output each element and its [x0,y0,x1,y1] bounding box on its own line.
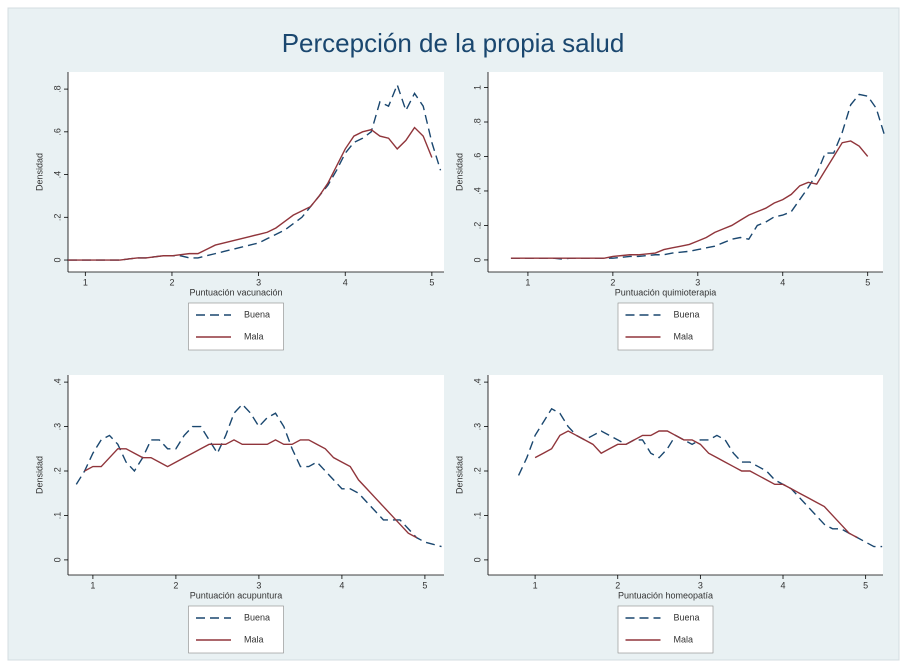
y-tick-label: .4 [472,187,482,195]
y-tick-label: .3 [52,423,62,431]
y-axis-label: Densidad [34,153,44,191]
x-tick-label: 3 [256,580,261,590]
x-tick-label: 5 [863,580,868,590]
x-tick-label: 3 [698,580,703,590]
y-axis-label: Densidad [34,456,44,494]
y-tick-label: 0 [472,557,482,562]
y-tick-label: 0 [52,258,62,263]
x-axis-label: Puntuación acupuntura [190,590,283,600]
y-tick-label: .6 [52,128,62,136]
legend-label: Mala [674,634,694,644]
x-tick-label: 4 [781,580,786,590]
x-axis-label: Puntuación homeopatía [618,590,713,600]
legend-label: Buena [674,612,700,622]
x-tick-label: 5 [422,580,427,590]
y-tick-label: .4 [472,378,482,386]
y-tick-label: .1 [472,512,482,520]
legend-label: Buena [244,612,270,622]
x-tick-label: 4 [780,277,785,287]
y-tick-label: .6 [472,153,482,161]
legend-label: Mala [674,331,694,341]
x-tick-label: 2 [173,580,178,590]
density-line [68,126,433,261]
x-tick-label: 5 [429,277,434,287]
y-tick-label: .2 [52,467,62,475]
figure-title: Percepción de la propia salud [282,28,625,58]
density-line [534,430,858,539]
y-tick-label: 1 [472,85,482,90]
plot-area [488,375,883,575]
y-tick-label: .2 [52,214,62,222]
legend-box [617,302,714,351]
y-tick-label: .8 [52,85,62,93]
x-axis-label: Puntuación quimioterapia [615,287,717,297]
y-tick-label: 0 [472,257,482,262]
density-line [84,439,417,539]
legend-label: Buena [244,309,270,319]
y-tick-label: .1 [52,512,62,520]
legend-box [188,605,284,654]
y-tick-label: .8 [472,118,482,126]
x-tick-label: 3 [256,277,261,287]
legend-label: Buena [674,309,700,319]
y-axis-label: Densidad [454,153,464,191]
x-tick-label: 2 [169,277,174,287]
x-tick-label: 1 [83,277,88,287]
y-tick-label: .3 [472,423,482,431]
y-tick-label: .4 [52,171,62,179]
x-tick-label: 1 [533,580,538,590]
plot-area [68,375,444,575]
plot-area [68,72,444,272]
x-tick-label: 1 [90,580,95,590]
y-axis-label: Densidad [454,456,464,494]
x-tick-label: 5 [865,277,870,287]
density-line [75,403,442,548]
x-tick-label: 4 [339,580,344,590]
legend-box [617,605,714,654]
x-tick-label: 1 [525,277,530,287]
x-axis-label: Puntuación vacunación [189,287,282,297]
legend-box [188,302,284,351]
legend-label: Mala [244,634,264,644]
y-tick-label: 0 [52,557,62,562]
y-tick-label: .4 [52,378,62,386]
x-tick-label: 4 [343,277,348,287]
y-tick-label: .2 [472,222,482,230]
x-tick-label: 2 [610,277,615,287]
x-tick-label: 2 [615,580,620,590]
legend-label: Mala [244,331,264,341]
y-tick-label: .2 [472,467,482,475]
density-line [510,140,869,259]
x-tick-label: 3 [695,277,700,287]
